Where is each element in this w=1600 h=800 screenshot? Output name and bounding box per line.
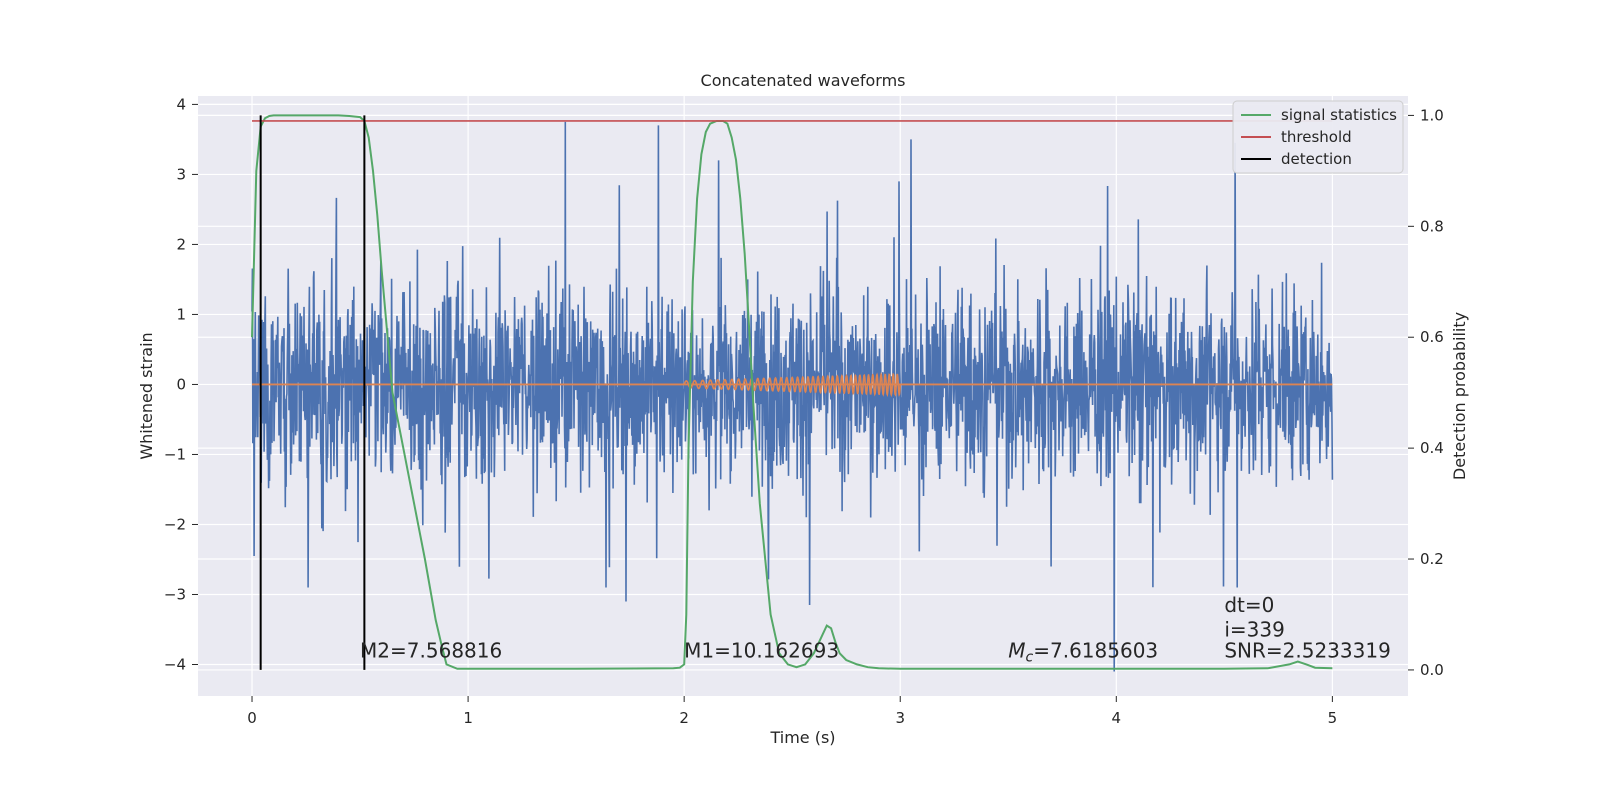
legend-box	[1232, 100, 1404, 174]
strain-series	[251, 121, 1334, 672]
template-chirp	[683, 372, 901, 398]
x-axis-label: Time (s)	[769, 728, 835, 747]
y2-tick-label: 1.0	[1420, 106, 1444, 124]
annotation-text: dt=0	[1224, 593, 1274, 617]
x-tick-label: 5	[1328, 709, 1338, 727]
strain-line	[251, 121, 1334, 672]
legend-label: detection	[1281, 150, 1352, 168]
y2-axis-label: Detection probability	[1450, 312, 1469, 480]
legend-label: threshold	[1281, 128, 1352, 146]
y2-tick-label: 0.0	[1420, 661, 1444, 679]
template-series	[252, 372, 1333, 398]
annotation-text: SNR=2.5233319	[1224, 638, 1390, 662]
y-tick-label: −4	[164, 655, 186, 673]
y-tick-label: −3	[164, 585, 186, 603]
y-tick-label: −2	[164, 515, 186, 533]
chart-title: Concatenated waveforms	[701, 71, 906, 90]
ticks: 0 1 2 3 4 5 −4 −3 −2 −1 0 1 2 3 4 0.0 0.2 0.4 0.6 0.8 1.0	[164, 95, 1444, 727]
annotations: M2=7.568816 M1=10.162693 Mc=7.6185603 dt=0i…	[360, 593, 1391, 666]
x-tick-label: 4	[1112, 709, 1122, 727]
signal-statistics-series	[251, 114, 1333, 670]
y2-tick-label: 0.2	[1420, 550, 1444, 568]
y2-tick-label: 0.6	[1420, 328, 1444, 346]
y2-tick-label: 0.4	[1420, 439, 1444, 457]
x-tick-label: 1	[463, 709, 473, 727]
y-axis-label: Whitened strain	[137, 332, 156, 459]
y2-tick-label: 0.8	[1420, 217, 1444, 235]
x-tick-label: 0	[247, 709, 257, 727]
y-tick-label: −1	[164, 445, 186, 463]
y-tick-label: 4	[176, 95, 186, 113]
legend: signal statistics threshold detection	[1232, 100, 1404, 174]
annotation-text: Mc=7.6185603	[1008, 638, 1158, 665]
x-tick-label: 3	[895, 709, 905, 727]
x-tick-label: 2	[679, 709, 689, 727]
y-tick-label: 0	[176, 375, 186, 393]
y-tick-label: 1	[176, 305, 186, 323]
annotation-text: M2=7.568816	[360, 638, 502, 662]
annotation-text: M1=10.162693	[684, 638, 839, 662]
legend-label: signal statistics	[1281, 106, 1397, 124]
annotation-text: i=339	[1224, 617, 1285, 641]
y-tick-label: 3	[176, 165, 186, 183]
y-tick-label: 2	[176, 235, 186, 253]
